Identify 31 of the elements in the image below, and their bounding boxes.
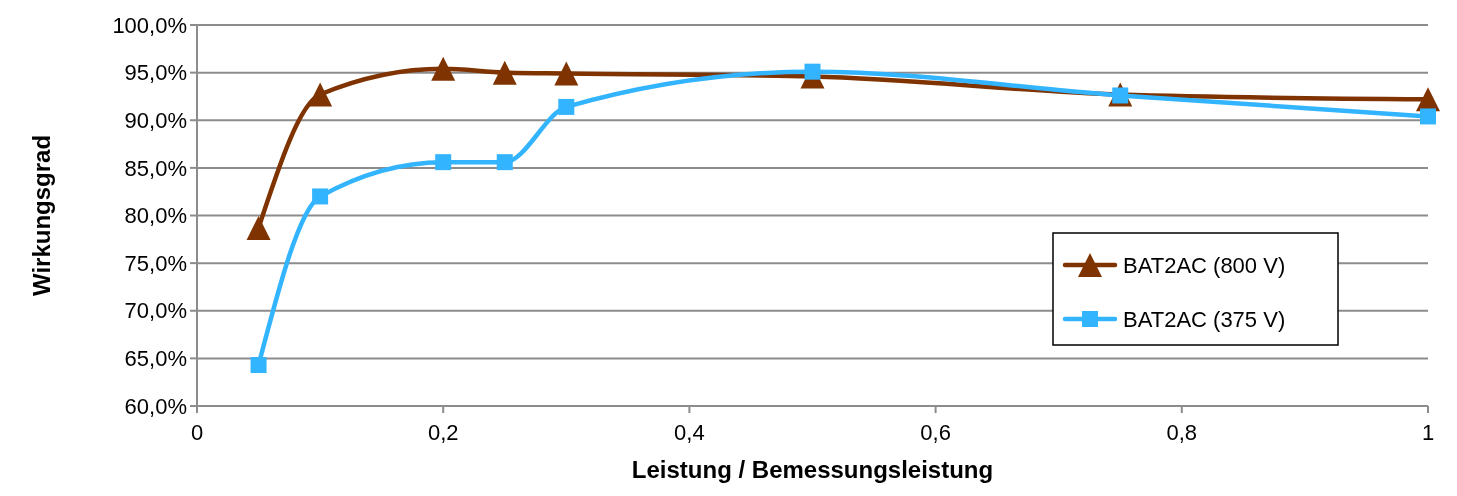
point xyxy=(312,188,329,205)
point xyxy=(435,154,452,171)
y-tick-label: 85,0% xyxy=(124,155,187,181)
y-tick-label: 95,0% xyxy=(124,60,187,86)
point xyxy=(558,98,575,115)
point xyxy=(496,154,513,171)
point xyxy=(246,215,271,240)
x-tick-label: 0,8 xyxy=(1166,420,1198,445)
y-tick-label: 75,0% xyxy=(124,250,187,276)
point xyxy=(308,82,333,107)
x-tick-label: 1 xyxy=(1421,420,1435,445)
x-tick-label: 0,2 xyxy=(427,420,459,445)
point xyxy=(431,56,456,81)
y-tick-label: 80,0% xyxy=(124,203,187,229)
y-axis-title: Wirkungsgrad xyxy=(28,134,55,297)
x-tick-label: 0,4 xyxy=(674,420,705,445)
legend-label: BAT2AC (375 V) xyxy=(1123,306,1286,332)
y-tick-label: 65,0% xyxy=(124,346,187,372)
y-tick-label: 100,0% xyxy=(112,12,187,38)
point xyxy=(492,60,517,85)
point xyxy=(804,63,821,80)
y-tick-label: 60,0% xyxy=(124,393,187,419)
x-axis-title: Leistung / Bemessungsleistung xyxy=(631,456,994,483)
point xyxy=(554,61,579,86)
x-tick-label: 0,6 xyxy=(920,420,951,445)
x-tick-label: 0 xyxy=(190,420,204,445)
point xyxy=(250,357,267,374)
y-tick-label: 90,0% xyxy=(124,107,187,133)
y-tick-label: 70,0% xyxy=(124,298,187,324)
legend-label: BAT2AC (800 V) xyxy=(1123,252,1286,278)
point xyxy=(1420,108,1436,125)
